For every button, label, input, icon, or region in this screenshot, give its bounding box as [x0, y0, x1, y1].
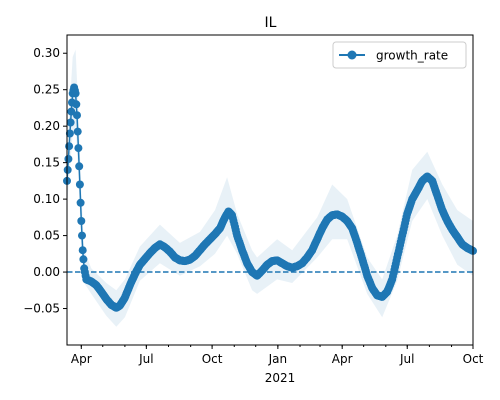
- data-point: [73, 111, 81, 120]
- plot-frame: [66, 34, 474, 346]
- data-point: [76, 198, 85, 207]
- x-tick-label: Oct: [463, 352, 484, 366]
- chart-title: IL: [265, 15, 277, 31]
- data-point: [64, 155, 73, 163]
- data-point: [65, 129, 74, 138]
- data-point: [78, 231, 86, 240]
- series-growth-rate: [63, 83, 477, 312]
- y-tick-label: 0.30: [33, 46, 60, 60]
- data-point: [79, 255, 88, 264]
- legend-label: growth_rate: [376, 49, 448, 63]
- data-point: [78, 246, 87, 255]
- confidence-band-area: [67, 49, 473, 327]
- x-tick-label: Apr: [71, 352, 92, 366]
- axes: −0.05 0.00 0.05 0.10 0.15 0.20 0.25 0.30 Apr Jul O…: [23, 34, 484, 366]
- legend: growth_rate: [332, 41, 467, 69]
- y-tick-label: −0.05: [23, 302, 60, 316]
- x-axis-label: 2021: [265, 371, 296, 385]
- y-tick-label: 0.05: [33, 229, 60, 243]
- x-tick-label: Jan: [268, 352, 288, 366]
- data-point: [72, 100, 81, 109]
- x-tick-label: Oct: [202, 352, 223, 366]
- x-tick-label: Jul: [138, 352, 153, 366]
- data-point: [77, 217, 86, 225]
- x-tick-label: Jul: [399, 352, 414, 366]
- legend-box: [332, 41, 467, 69]
- data-point: [66, 118, 75, 127]
- x-tick-label: Apr: [332, 352, 353, 366]
- confidence-band: [67, 49, 473, 327]
- data-point: [63, 165, 72, 174]
- data-point: [74, 144, 83, 153]
- data-point: [67, 107, 76, 116]
- data-point: [65, 142, 74, 151]
- y-tick-label: 0.10: [33, 192, 60, 206]
- y-tick-label: 0.25: [33, 83, 60, 97]
- data-point: [75, 162, 84, 171]
- y-tick-label: 0.00: [33, 265, 60, 279]
- data-point: [75, 180, 84, 189]
- legend-marker: [347, 50, 357, 60]
- data-point: [71, 89, 80, 98]
- y-tick-label: 0.15: [33, 156, 60, 170]
- y-tick-label: 0.20: [33, 119, 60, 133]
- data-point: [73, 127, 82, 136]
